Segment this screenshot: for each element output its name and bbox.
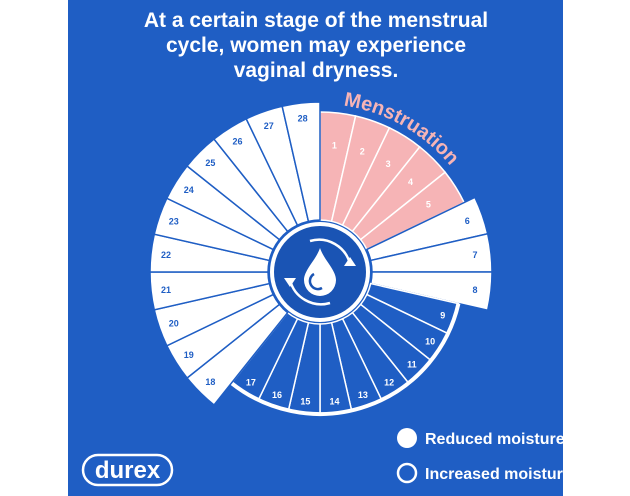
day-label: 8 [473,285,478,295]
day-label: 12 [384,378,394,388]
day-label: 2 [360,147,365,157]
day-label: 19 [184,350,194,360]
day-label: 15 [300,397,310,407]
day-label: 13 [358,390,368,400]
content: At a certain stage of the menstrual cycl… [81,9,572,487]
title-line: At a certain stage of the menstrual [144,9,488,32]
day-label: 20 [169,319,179,329]
day-segment [281,101,321,223]
logo: durex [95,457,161,484]
day-label: 10 [425,337,435,347]
day-label: 16 [272,390,282,400]
legend-label: Reduced moisture [425,431,565,448]
day-label: 1 [332,140,337,150]
day-label: 17 [246,378,256,388]
day-label: 26 [233,136,243,146]
phase-outline [230,303,461,416]
day-label: 24 [184,185,194,195]
arrow-head [344,257,356,266]
arrow-head [284,278,296,287]
legend-swatch-outline [396,462,418,484]
day-label: 23 [169,216,179,226]
drop-icon [304,248,336,296]
day-label: 28 [298,113,308,123]
day-label: 14 [330,397,340,407]
day-label: 5 [426,199,431,209]
cycle-arrow [288,279,331,306]
cycle-wheel: 12345Menstruation67891011121314151617181… [149,89,493,416]
drop-highlight [308,272,323,291]
day-label: 6 [465,216,470,226]
day-label: 25 [205,158,215,168]
day-label: 27 [264,121,274,131]
day-label: 21 [161,285,171,295]
day-segment [369,271,493,312]
legend-swatch-filled [397,428,417,448]
day-label: 7 [473,250,478,260]
title-line: cycle, women may experience [166,34,466,57]
logo-frame [81,453,174,487]
day-label: 9 [440,310,445,320]
legend-label: Increased moisture [425,466,572,483]
title-line: vaginal dryness. [234,59,399,82]
day-label: 11 [407,359,417,369]
day-label: 18 [205,377,215,387]
day-label: 3 [386,159,391,169]
cycle-arrow [309,238,352,265]
day-label: 4 [408,177,413,187]
day-label: 22 [161,250,171,260]
